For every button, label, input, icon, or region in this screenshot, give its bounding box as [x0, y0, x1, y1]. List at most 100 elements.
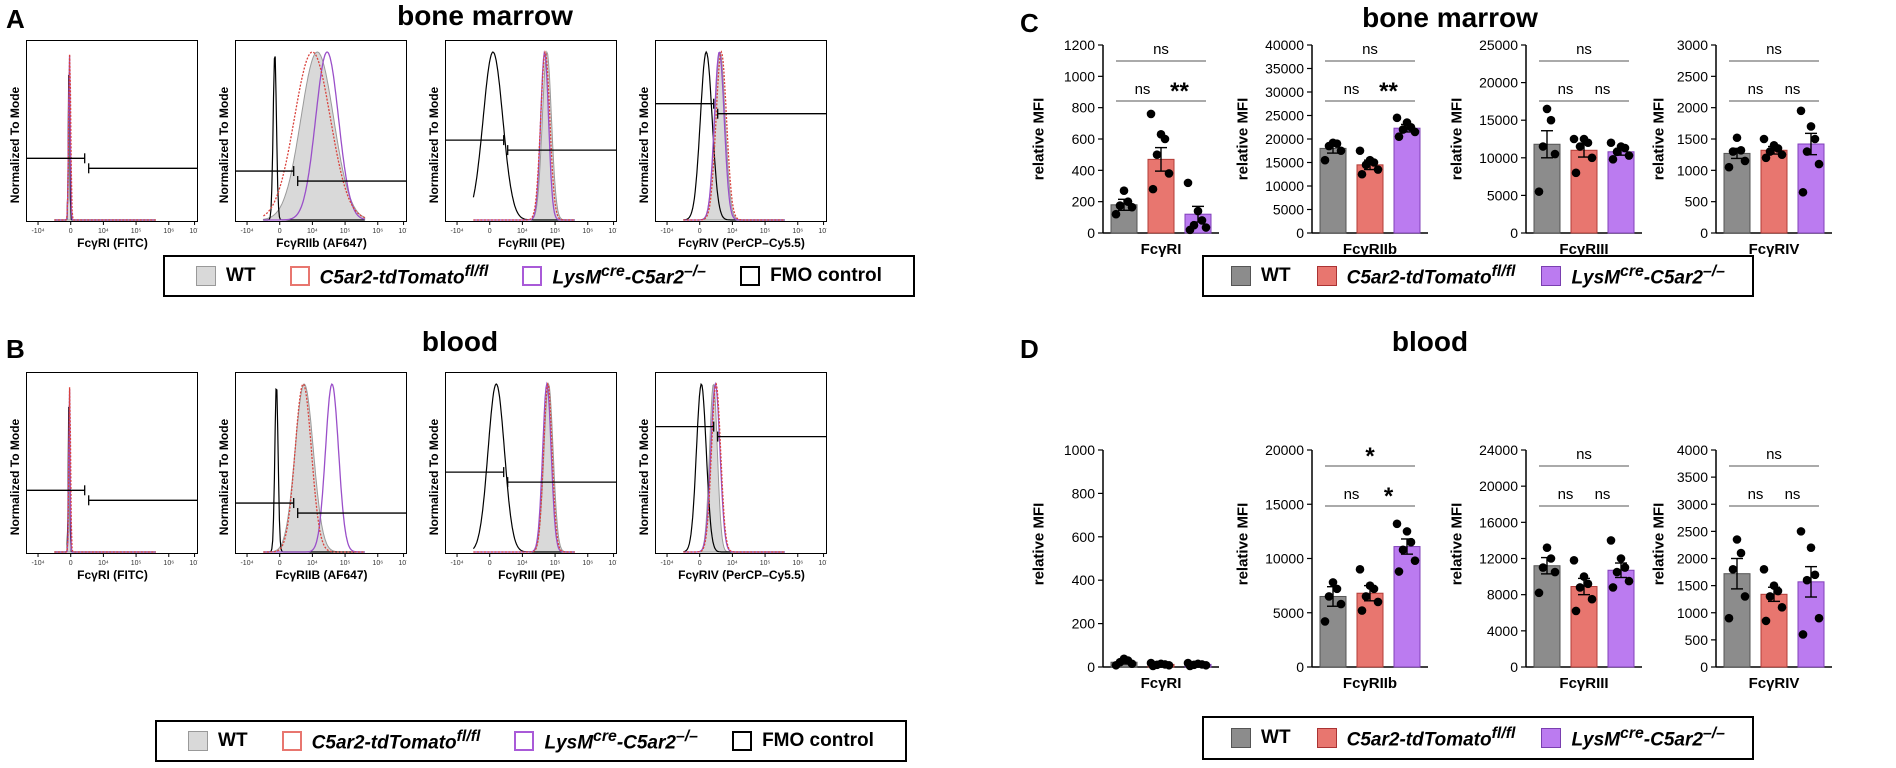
bar-y-tick-label: 20000 — [1265, 131, 1304, 147]
legend-item-fmo: FMO control — [732, 730, 874, 752]
data-point — [1398, 125, 1408, 134]
significance-label: ns — [1576, 446, 1592, 463]
legend-label-fl-base: C5ar2-tdTomato — [319, 267, 465, 289]
legend-histogram-bone-marrow: WT C5ar2-tdTomatofl/fl LysMcre-C5ar2–/– … — [163, 255, 915, 297]
bar-y-tick-label: 15000 — [1479, 112, 1518, 128]
histogram-fl-curve — [54, 387, 156, 553]
histogram-fl-curve — [473, 50, 575, 221]
legend-label-fl-sup: fl/fl — [456, 727, 481, 745]
histogram-frame — [235, 372, 407, 554]
legend-label-fl-base: C5ar2-tdTomato — [311, 732, 457, 754]
bar-y-tick-label: 200 — [1072, 616, 1096, 632]
data-point — [1119, 186, 1129, 195]
histogram-tick-label: 0 — [69, 560, 73, 566]
data-point — [1189, 220, 1199, 230]
bar-chart-8: relative MFI 0 500 1000 1500 2000 2500 3000 3500… — [1648, 436, 1853, 692]
data-point — [1728, 565, 1738, 574]
significance-label: ** — [1379, 78, 1398, 105]
histogram-fl-curve — [263, 51, 365, 219]
data-point — [1579, 134, 1589, 144]
bar-plot: 0 200 400 600 800 1000 — [1064, 442, 1219, 675]
data-point — [1798, 630, 1808, 639]
legend-label-wt: WT — [226, 265, 256, 286]
legend-swatch-fl — [289, 265, 310, 286]
bar-y-tick-label: 1200 — [1064, 38, 1095, 53]
bar-3 — [1393, 127, 1421, 234]
data-point — [1146, 658, 1156, 668]
data-point — [1542, 543, 1552, 552]
data-point — [1802, 147, 1812, 156]
histogram-x-label: FcγRI (FITC) — [77, 236, 148, 250]
data-point — [1583, 579, 1593, 589]
histogram-y-label-text: Normalized To Mode — [217, 86, 231, 204]
histogram-tick-label: -10⁴ — [660, 228, 673, 234]
legend-swatch-fl — [1316, 727, 1337, 748]
data-point — [1612, 567, 1622, 577]
histogram-plot: -10⁴ 0 10⁴ 10⁵ 10⁶ 10⁷ — [655, 372, 827, 566]
data-point — [1332, 584, 1342, 594]
bar-y-tick-label: 200 — [1072, 194, 1096, 210]
histogram-plot: -10⁴ 0 10⁴ 10⁵ 10⁶ 10⁷ — [26, 40, 198, 234]
histogram-blood-2: Normalized To Mode -10⁴ 0 10⁴ 10⁵ 10⁶ 10⁷ FcγRI… — [213, 372, 408, 582]
bar-y-tick-label: 10000 — [1265, 178, 1304, 194]
histogram-tick-label: 0 — [698, 228, 702, 234]
legend-item-ko: LysMcre-C5ar2–/– — [522, 263, 706, 289]
histogram-tick-label: 10⁷ — [189, 228, 198, 234]
data-point — [1193, 206, 1203, 216]
data-point — [1183, 658, 1193, 668]
legend-label-ko-pre: LysM — [1571, 267, 1621, 289]
data-point — [1546, 554, 1556, 563]
histogram-frame — [655, 40, 827, 222]
histogram-y-label: Normalized To Mode — [213, 40, 235, 250]
histogram-frame — [26, 372, 198, 554]
bar-y-tick-label: 15000 — [1265, 496, 1304, 512]
histogram-tick-label: 10⁴ — [517, 560, 528, 566]
histogram-fl-curve — [54, 54, 156, 221]
histogram-blood-4: Normalized To Mode -10⁴ 0 10⁴ 10⁵ 10⁶ 10⁷ FcγRI… — [633, 372, 828, 582]
bar-chart-4: relative MFI 0 500 1000 1500 2000 2500 3000 ns ns… — [1648, 38, 1853, 273]
histogram-frame — [26, 40, 198, 222]
histogram-x-label: FcγRIIB (AF647) — [275, 568, 368, 582]
histogram-tick-label: 10⁴ — [727, 560, 738, 566]
histogram-y-label-text: Normalized To Mode — [637, 86, 651, 204]
data-point — [1320, 155, 1330, 165]
data-point — [1546, 115, 1556, 125]
data-point — [1769, 140, 1779, 150]
histogram-tick-label: 0 — [488, 228, 492, 234]
title-bone-marrow-histograms: bone marrow — [397, 0, 573, 31]
histogram-tick-label: 10⁷ — [398, 228, 407, 234]
bar-y-tick-label: 1000 — [1064, 68, 1095, 84]
data-point — [1777, 150, 1787, 159]
bar-x-label: FcγRI — [1140, 675, 1182, 692]
data-point — [1538, 142, 1548, 151]
histogram-tick-label: 10⁵ — [550, 560, 561, 566]
histogram-plot: -10⁴ 0 10⁴ 10⁵ 10⁶ 10⁷ — [655, 40, 827, 234]
bar-y-tick-label: 600 — [1072, 131, 1096, 147]
histogram-fmo-curve — [683, 382, 785, 553]
bar-y-tick-label: 20000 — [1479, 478, 1518, 494]
histogram-tick-label: 10⁵ — [550, 228, 561, 234]
legend-label-ko-post: -C5ar2 — [1643, 729, 1703, 751]
bar-y-tick-label: 20000 — [1479, 75, 1518, 91]
histogram-fmo-curve — [683, 50, 785, 221]
data-point — [1111, 209, 1121, 219]
data-point — [1355, 146, 1365, 156]
data-point — [1361, 592, 1371, 601]
data-point — [1624, 576, 1634, 586]
histogram-fmo-curve — [472, 51, 575, 221]
data-point — [1357, 606, 1367, 615]
data-point — [1732, 535, 1742, 544]
legend-histogram-blood: WT C5ar2-tdTomatofl/fl LysMcre-C5ar2–/– … — [155, 720, 907, 762]
histogram-tick-label: 10⁷ — [608, 560, 617, 566]
bar-plot: 0 5000 10000 15000 20000 25000 ns ns ns — [1479, 38, 1642, 241]
significance-label: ns — [1135, 81, 1151, 98]
legend-label-fl-sup: fl/fl — [464, 262, 489, 280]
histogram-tick-label: -10⁴ — [240, 560, 253, 566]
histogram-tick-label: 10⁷ — [398, 560, 407, 566]
bar-plot: 0 5000 10000 15000 20000 * ns * — [1265, 442, 1428, 675]
panel-letter-d: D — [1020, 334, 1039, 364]
legend-label-fl-sup: fl/fl — [1491, 262, 1516, 280]
histogram-fmo-curve — [472, 383, 575, 553]
histogram-plot: -10⁴ 0 10⁴ 10⁵ 10⁶ 10⁷ — [235, 372, 407, 566]
legend-item-fl: C5ar2-tdTomatofl/fl — [281, 727, 481, 754]
